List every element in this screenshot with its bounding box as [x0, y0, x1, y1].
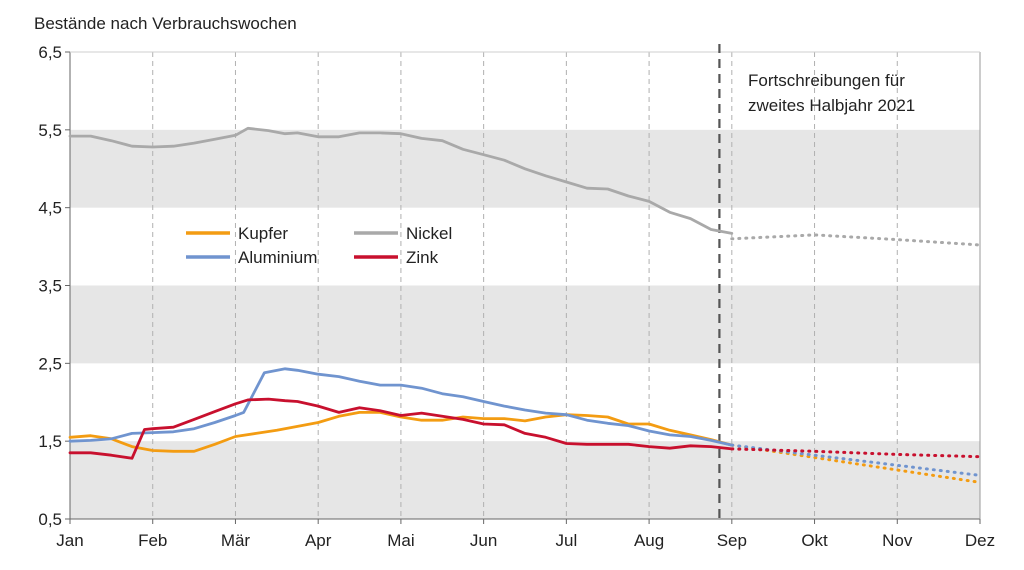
shaded-band-0	[70, 441, 980, 519]
x-tick-labels: Jan Feb Mär Apr Mai Jun Jul Aug Sep Okt Nov Dez	[56, 519, 995, 550]
x-tick-label-feb: Feb	[138, 531, 167, 550]
legend-item-aluminium: Aluminium	[186, 248, 317, 267]
y-tick-labels: 0,5 1,5 2,5 3,5 4,5 5,5 6,5	[38, 43, 70, 529]
y-tick-label: 2,5	[38, 354, 62, 373]
y-tick-label: 4,5	[38, 199, 62, 218]
y-tick-label: 5,5	[38, 121, 62, 140]
legend-item-nickel: Nickel	[354, 224, 452, 243]
forecast-annotation: Fortschreibungen für zweites Halbjahr 202…	[748, 71, 915, 115]
series-lines	[68, 126, 982, 484]
y-axis-title: Bestände nach Verbrauchswochen	[34, 14, 297, 33]
x-tick-label-mai: Mai	[387, 531, 414, 550]
x-tick-label-apr: Apr	[305, 531, 332, 550]
y-tick-label: 1,5	[38, 432, 62, 451]
legend-item-zink: Zink	[354, 248, 439, 267]
legend-label-kupfer: Kupfer	[238, 224, 288, 243]
x-tick-label-mär: Mär	[221, 531, 251, 550]
series-line-nickel	[68, 126, 734, 235]
vertical-gridlines	[152, 52, 898, 519]
series-line-kupfer	[68, 410, 734, 453]
annotation-line-1: Fortschreibungen für	[748, 71, 905, 90]
x-tick-label-jan: Jan	[56, 531, 83, 550]
legend-item-kupfer: Kupfer	[186, 224, 288, 243]
x-tick-label-okt: Okt	[801, 531, 828, 550]
x-tick-label-sep: Sep	[717, 531, 747, 550]
series-forecast-nickel	[730, 233, 982, 247]
series-forecast-zink	[730, 447, 982, 459]
y-tick-label: 6,5	[38, 43, 62, 62]
series-line-aluminium	[68, 367, 734, 447]
annotation-line-2: zweites Halbjahr 2021	[748, 96, 915, 115]
series-line-zink	[68, 397, 734, 460]
legend-label-aluminium: Aluminium	[238, 248, 317, 267]
legend-label-zink: Zink	[406, 248, 439, 267]
x-tick-label-aug: Aug	[634, 531, 664, 550]
x-tick-label-dez: Dez	[965, 531, 995, 550]
legend: Kupfer Nickel Aluminium Zink	[186, 224, 452, 267]
shaded-band-1	[70, 285, 980, 364]
x-tick-label-nov: Nov	[882, 531, 913, 550]
shaded-bands	[70, 129, 980, 519]
x-tick-label-jul: Jul	[555, 531, 577, 550]
legend-label-nickel: Nickel	[406, 224, 452, 243]
y-tick-label: 0,5	[38, 510, 62, 529]
y-tick-label: 3,5	[38, 277, 62, 296]
x-tick-label-jun: Jun	[470, 531, 497, 550]
